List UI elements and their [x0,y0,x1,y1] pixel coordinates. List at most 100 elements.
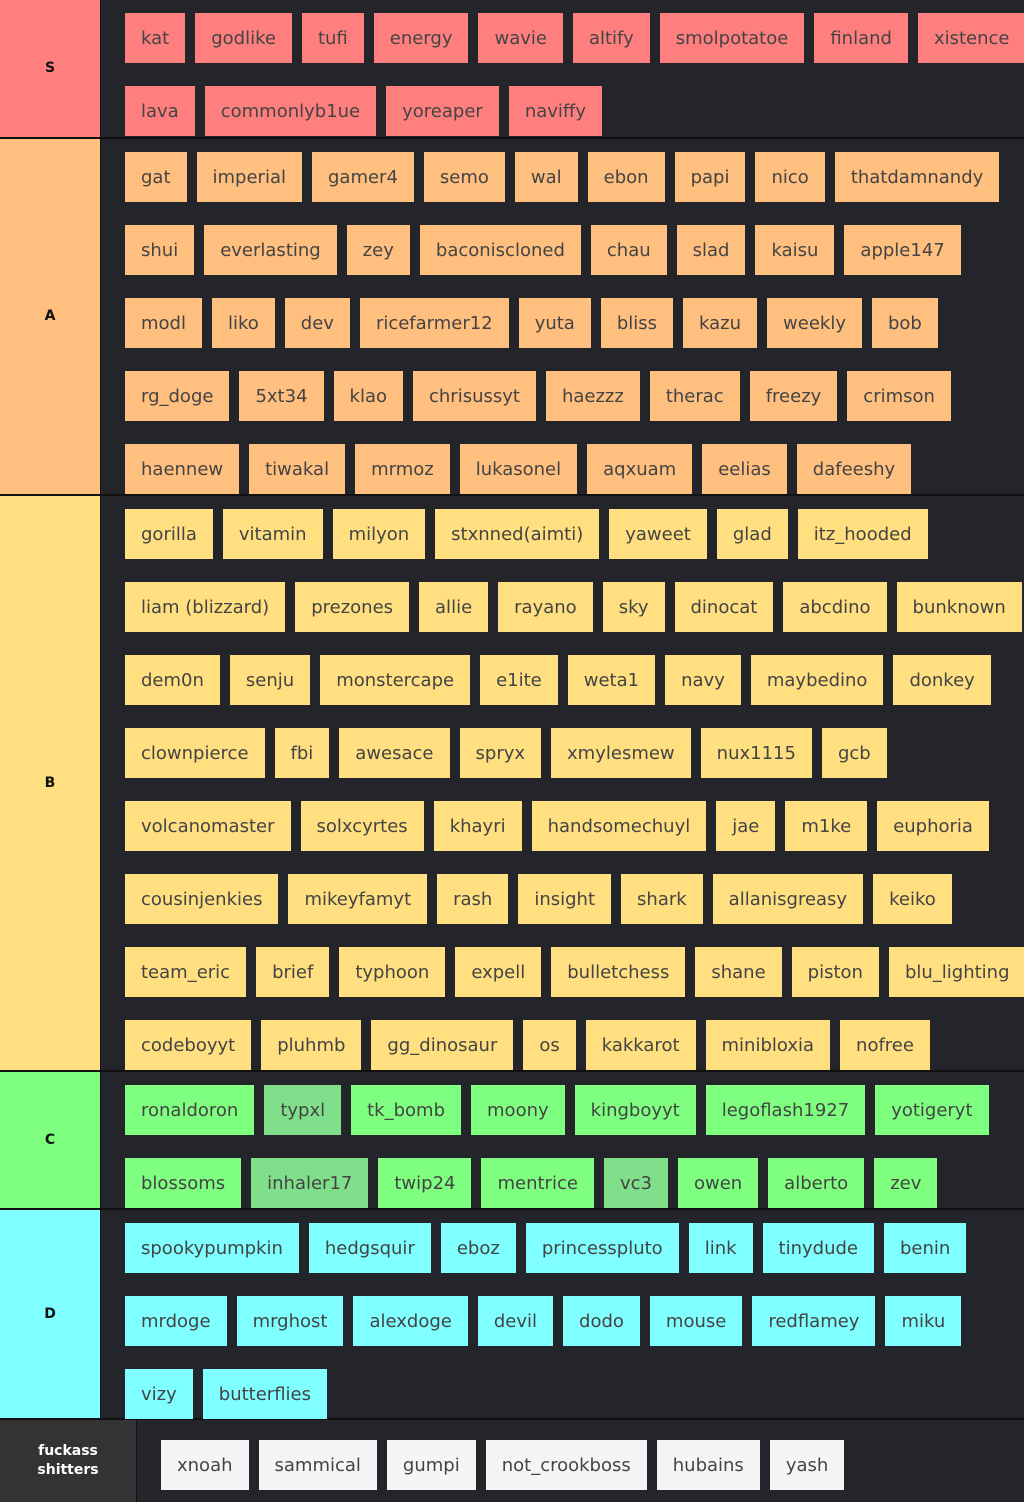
tier-item[interactable]: everlasting [204,225,337,275]
tier-item[interactable]: therac [649,371,740,421]
tier-item[interactable]: jae [716,801,776,851]
tier-item[interactable]: sky [602,582,665,632]
tier-item[interactable]: chau [590,225,667,275]
tier-item[interactable]: aqxuam [587,444,693,494]
tier-item[interactable]: bunknown [896,582,1022,632]
tier-item[interactable]: tufi [301,13,364,63]
tier-label[interactable]: S [0,0,101,137]
tier-item[interactable]: maybedino [750,655,884,705]
tier-item[interactable]: 5xt34 [239,371,324,421]
tier-item[interactable]: devil [477,1296,554,1346]
tier-item[interactable]: shui [125,225,195,275]
tier-item[interactable]: shark [621,874,703,924]
tier-item[interactable]: klao [333,371,403,421]
tier-item[interactable]: gat [125,152,187,202]
tier-item[interactable]: tiwakal [249,444,346,494]
tier-item[interactable]: freezy [749,371,838,421]
tier-item[interactable]: handsomechuyl [531,801,707,851]
tier-item[interactable]: nofree [840,1020,930,1070]
tier-item[interactable]: expell [455,947,542,997]
tier-item[interactable]: bulletchess [551,947,686,997]
tier-item[interactable]: spryx [459,728,542,778]
tier-item[interactable]: haennew [125,444,240,494]
tier-item[interactable]: imperial [196,152,302,202]
tier-item[interactable]: euphoria [877,801,989,851]
tier-item[interactable]: zey [346,225,410,275]
tier-item[interactable]: glad [716,509,788,559]
tier-item[interactable]: clownpierce [125,728,265,778]
tier-item[interactable]: slad [676,225,746,275]
tier-item[interactable]: nux1115 [700,728,812,778]
tier-item[interactable]: keiko [873,874,952,924]
tier-item[interactable]: mouse [649,1296,743,1346]
tier-item[interactable]: kat [125,13,186,63]
tier-item[interactable]: khayri [433,801,522,851]
tier-item[interactable]: tk_bomb [351,1085,462,1135]
tier-item[interactable]: blossoms [125,1158,242,1208]
tier-item[interactable]: kaisu [755,225,835,275]
tier-item[interactable]: codeboyyt [125,1020,252,1070]
tier-item[interactable]: xmylesmew [551,728,691,778]
tier-item[interactable]: team_eric [125,947,247,997]
tier-item[interactable]: finland [814,13,908,63]
tier-item[interactable]: yaweet [609,509,707,559]
tier-item[interactable]: gamer4 [311,152,414,202]
tier-item[interactable]: papi [674,152,746,202]
tier-item[interactable]: bob [871,298,938,348]
tier-item[interactable]: dev [284,298,350,348]
tier-item[interactable]: senju [229,655,311,705]
tier-item[interactable]: hubains [656,1440,760,1490]
tier-item[interactable]: gcb [821,728,887,778]
tier-item[interactable]: mrmoz [355,444,450,494]
tier-item[interactable]: smolpotatoe [659,13,805,63]
tier-item[interactable]: liko [211,298,275,348]
tier-item[interactable]: godlike [195,13,292,63]
tier-item[interactable]: blu_lighting [888,947,1024,997]
tier-item[interactable]: nico [755,152,825,202]
tier-item[interactable]: allanisgreasy [712,874,864,924]
tier-item[interactable]: gumpi [386,1440,476,1490]
tier-item[interactable]: wavie [478,13,563,63]
tier-item[interactable]: liam (blizzard) [125,582,286,632]
tier-item[interactable]: xistence [917,13,1024,63]
tier-item[interactable]: weta1 [567,655,656,705]
tier-item[interactable]: vizy [125,1369,193,1419]
tier-item[interactable]: e1ite [480,655,558,705]
tier-item[interactable]: miku [885,1296,962,1346]
tier-item[interactable]: prezones [295,582,410,632]
tier-item[interactable]: mrghost [236,1296,344,1346]
tier-item[interactable]: modl [125,298,202,348]
tier-label[interactable]: A [0,139,101,494]
tier-item[interactable]: navy [665,655,741,705]
tier-item[interactable]: ebon [587,152,665,202]
tier-item[interactable]: weekly [767,298,862,348]
tier-label[interactable]: D [0,1210,101,1418]
tier-item[interactable]: mikeyfamyt [288,874,428,924]
tier-item[interactable]: dafeeshy [796,444,912,494]
tier-item[interactable]: eboz [440,1223,516,1273]
tier-item[interactable]: tinydude [762,1223,874,1273]
tier-label[interactable]: fuckass shitters [0,1420,137,1502]
tier-item[interactable]: cousinjenkies [125,874,279,924]
tier-item[interactable]: mentrice [481,1158,594,1208]
tier-item[interactable]: typxl [264,1085,342,1135]
tier-item[interactable]: dinocat [674,582,774,632]
tier-item[interactable]: pluhmb [261,1020,362,1070]
tier-item[interactable]: sammical [258,1440,377,1490]
tier-item[interactable]: stxnned(aimti) [435,509,600,559]
tier-item[interactable]: yuta [518,298,591,348]
tier-item[interactable]: alberto [768,1158,865,1208]
tier-item[interactable]: xnoah [161,1440,249,1490]
tier-item[interactable]: moony [471,1085,565,1135]
tier-item[interactable]: vitamin [222,509,323,559]
tier-item[interactable]: rayano [498,582,593,632]
tier-item[interactable]: ronaldoron [125,1085,255,1135]
tier-item[interactable]: butterflies [202,1369,327,1419]
tier-item[interactable]: not_crookboss [485,1440,647,1490]
tier-item[interactable]: awesace [339,728,450,778]
tier-item[interactable]: milyon [332,509,426,559]
tier-item[interactable]: rash [437,874,509,924]
tier-item[interactable]: spookypumpkin [125,1223,299,1273]
tier-item[interactable]: gg_dinosaur [371,1020,514,1070]
tier-item[interactable]: naviffy [508,86,602,136]
